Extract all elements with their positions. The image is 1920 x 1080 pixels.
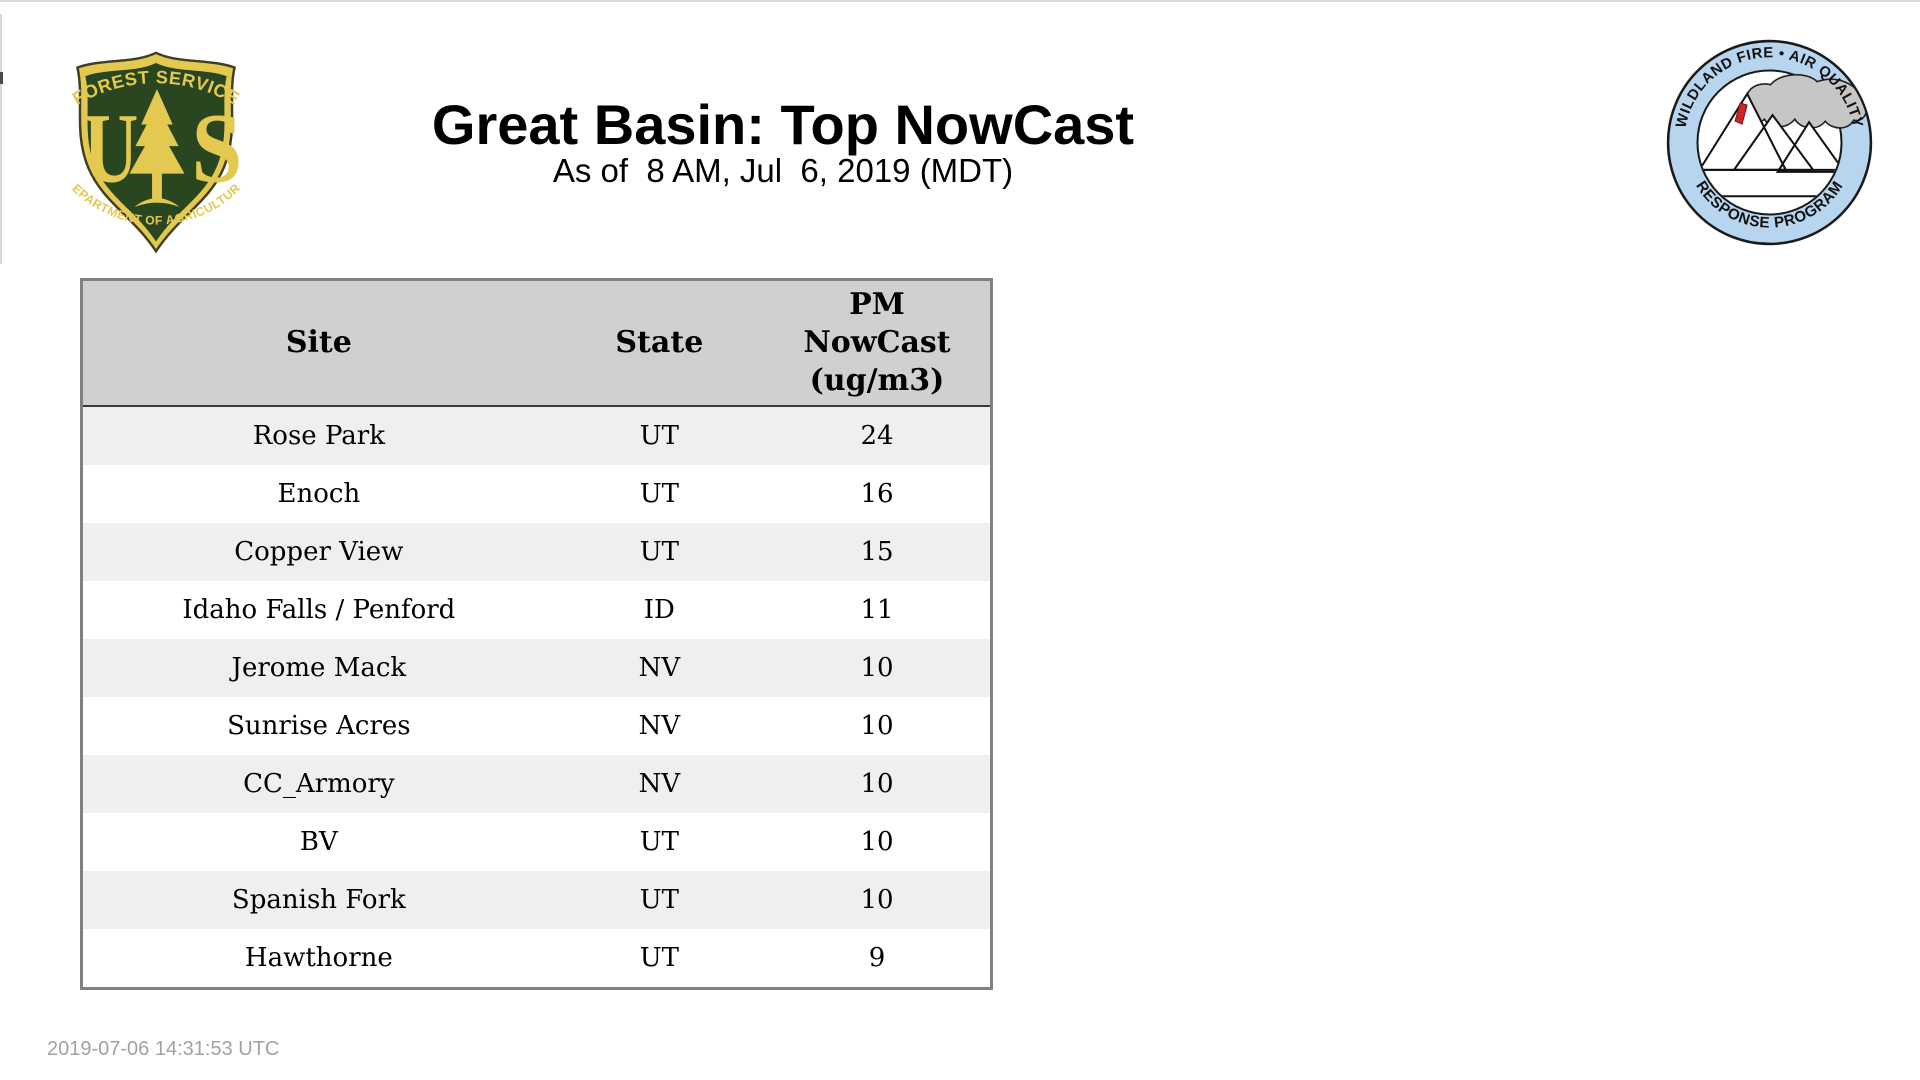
table-row: Idaho Falls / Penford ID 11 — [81, 581, 992, 639]
wfaqrp-badge-icon: WILDLAND FIRE • AIR QUALITY RESPONSE PRO… — [1666, 39, 1873, 246]
site-cell: Hawthorne — [81, 929, 555, 989]
value-cell: 24 — [763, 406, 992, 465]
page-edge-line-left — [0, 14, 2, 264]
site-cell: BV — [81, 813, 555, 871]
flame-icon — [1734, 102, 1748, 125]
column-header-state: State — [554, 279, 764, 407]
table-row: Spanish Fork UT 10 — [81, 871, 992, 929]
state-cell: UT — [554, 929, 764, 989]
pine-tree-icon — [129, 89, 185, 207]
value-cell: 10 — [763, 697, 992, 755]
table-row: Sunrise Acres NV 10 — [81, 697, 992, 755]
column-header-site: Site — [81, 279, 555, 407]
state-cell: NV — [554, 697, 764, 755]
page-subtitle: As of 8 AM, Jul 6, 2019 (MDT) — [552, 152, 1014, 189]
generation-timestamp: 2019-07-06 14:31:53 UTC — [47, 1038, 280, 1060]
value-cell: 11 — [763, 581, 992, 639]
state-cell: NV — [554, 639, 764, 697]
usfs-letter-s: S — [191, 92, 242, 203]
state-cell: UT — [554, 406, 764, 465]
forest-service-shield-icon: FOREST SERVICE U S DEPARTMENT OF AGRICUL… — [57, 44, 243, 254]
table-row: Hawthorne UT 9 — [81, 929, 992, 989]
page-edge-line — [0, 0, 1920, 2]
value-cell: 9 — [763, 929, 992, 989]
table-header-row: Site State PM NowCast (ug/m3) — [81, 279, 992, 407]
state-cell: UT — [554, 523, 764, 581]
site-cell: Copper View — [81, 523, 555, 581]
site-cell: Jerome Mack — [81, 639, 555, 697]
state-cell: ID — [554, 581, 764, 639]
site-cell: Sunrise Acres — [81, 697, 555, 755]
column-header-pm-nowcast: PM NowCast (ug/m3) — [763, 279, 992, 407]
site-cell: CC_Armory — [81, 755, 555, 813]
value-cell: 15 — [763, 523, 992, 581]
mountains-fill — [1699, 93, 1841, 172]
air-quality-program-logo: WILDLAND FIRE • AIR QUALITY RESPONSE PRO… — [1663, 36, 1876, 249]
state-cell: UT — [554, 465, 764, 523]
value-cell: 10 — [763, 639, 992, 697]
site-cell: Rose Park — [81, 406, 555, 465]
state-cell: UT — [554, 871, 764, 929]
nowcast-table: Site State PM NowCast (ug/m3) Rose Park … — [80, 278, 993, 990]
value-cell: 10 — [763, 813, 992, 871]
forest-service-logo: FOREST SERVICE U S DEPARTMENT OF AGRICUL… — [57, 44, 255, 260]
page-title: Great Basin: Top NowCast — [431, 92, 1135, 156]
value-cell: 10 — [763, 755, 992, 813]
nowcast-table-container: Site State PM NowCast (ug/m3) Rose Park … — [80, 278, 993, 990]
state-cell: UT — [554, 813, 764, 871]
table-row: Enoch UT 16 — [81, 465, 992, 523]
table-row: Rose Park UT 24 — [81, 406, 992, 465]
table-row: Copper View UT 15 — [81, 523, 992, 581]
value-cell: 10 — [763, 871, 992, 929]
site-cell: Enoch — [81, 465, 555, 523]
table-row: BV UT 10 — [81, 813, 992, 871]
site-cell: Spanish Fork — [81, 871, 555, 929]
usfs-letter-u: U — [83, 92, 138, 203]
page-edge-artifact — [0, 72, 3, 84]
value-cell: 16 — [763, 465, 992, 523]
state-cell: NV — [554, 755, 764, 813]
site-cell: Idaho Falls / Penford — [81, 581, 555, 639]
table-row: CC_Armory NV 10 — [81, 755, 992, 813]
table-row: Jerome Mack NV 10 — [81, 639, 992, 697]
